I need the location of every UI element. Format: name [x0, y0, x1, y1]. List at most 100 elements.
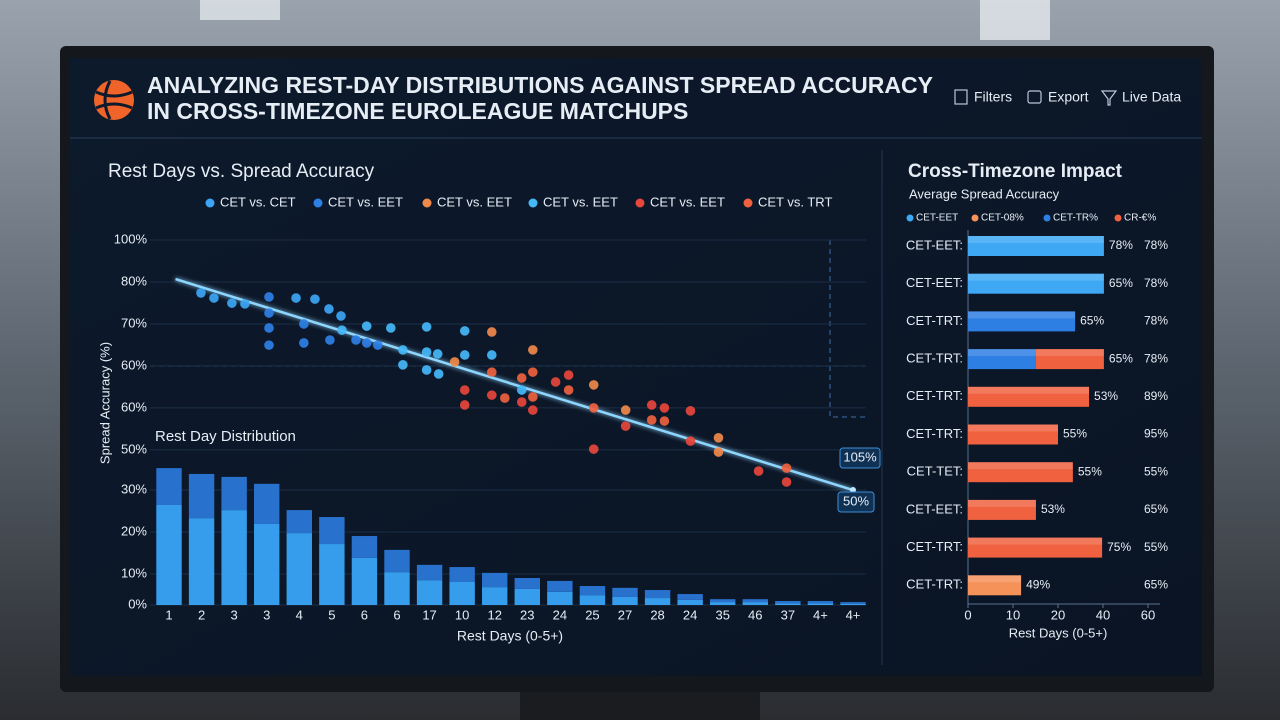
- scatter-point: [324, 304, 334, 314]
- bar-label: 55%: [1063, 427, 1087, 441]
- bar-segment: [319, 517, 345, 545]
- x-tick-label: 20: [1051, 607, 1065, 622]
- bar-segment: [579, 595, 606, 605]
- legend-label: CET-08%: [981, 213, 1024, 224]
- bar-segment: [254, 523, 280, 605]
- bar-segment: [188, 518, 215, 605]
- x-tick-label: 40: [1096, 607, 1110, 622]
- bar-segment: [968, 424, 1058, 445]
- x-tick-label: 24: [683, 607, 697, 622]
- category-label: CET-EET:: [906, 501, 963, 516]
- bar-segment: [742, 602, 768, 605]
- button-label: Live Data: [1122, 89, 1181, 105]
- bar-segment: [775, 603, 801, 605]
- filters-icon: [954, 89, 968, 105]
- scatter-point: [264, 292, 274, 302]
- annotation-box: [839, 447, 881, 469]
- category-label: CET-EET:: [906, 275, 963, 290]
- x-tick-label: 60: [1141, 607, 1155, 622]
- category-label: CET-TRT:: [906, 351, 963, 366]
- bar-segment: [547, 591, 573, 605]
- bar-segment: [742, 599, 768, 603]
- scatter-point: [646, 400, 657, 410]
- bar-segment: [449, 582, 475, 605]
- export-button[interactable]: Export: [1027, 89, 1089, 105]
- scatter-point: [240, 299, 250, 309]
- scatter-point: [264, 323, 274, 333]
- scatter-point: [516, 373, 527, 383]
- logo: [94, 80, 134, 120]
- x-tick-label: 27: [618, 607, 632, 622]
- x-tick-label: 0: [964, 607, 971, 622]
- scatter-point: [421, 322, 432, 332]
- scatter-point: [459, 350, 470, 360]
- bar-segment: [807, 603, 834, 605]
- bar-label: 78%: [1109, 238, 1133, 252]
- legend-swatch: [743, 198, 753, 208]
- bar-segment: [644, 598, 671, 605]
- bar-label: 95%: [1144, 427, 1168, 441]
- title-line: ANALYZING REST-DAY DISTRIBUTIONS AGAINST…: [147, 72, 933, 98]
- bar-segment: [1035, 349, 1104, 370]
- legend-swatch: [313, 198, 323, 208]
- bar-label: 75%: [1107, 540, 1131, 554]
- bar-label: 53%: [1041, 502, 1065, 516]
- bar-label: 65%: [1109, 276, 1133, 290]
- scatter-point: [528, 367, 538, 377]
- scatter-point: [486, 390, 497, 400]
- bar-label: 55%: [1078, 464, 1102, 478]
- bar-segment: [710, 599, 736, 603]
- legend-swatch: [1043, 214, 1051, 222]
- bar-segment: [644, 590, 671, 599]
- x-tick-label: 3: [231, 607, 238, 622]
- bar-segment: [416, 580, 443, 605]
- legend-swatch: [635, 198, 645, 208]
- button-label: Filters: [974, 89, 1012, 105]
- scatter-point: [713, 433, 724, 443]
- bar-segment: [156, 468, 182, 505]
- bar-segment: [286, 510, 312, 534]
- legend-label: CR-€%: [1124, 213, 1156, 224]
- scatter-point: [459, 385, 470, 395]
- scatter-point: [528, 345, 538, 355]
- category-label: CET-TRT:: [906, 388, 963, 403]
- filters-button[interactable]: Filters: [954, 89, 1012, 105]
- scatter-point: [432, 349, 443, 359]
- bar-highlight: [968, 311, 1076, 319]
- bar-segment: [579, 586, 606, 596]
- category-label: CET-TET:: [907, 464, 963, 479]
- chart-subtitle: Average Spread Accuracy: [909, 186, 1060, 201]
- scatter-point: [528, 405, 538, 415]
- y-tick-label: 50%: [121, 441, 147, 456]
- trend-line: [175, 277, 854, 492]
- scatter-point: [685, 436, 696, 446]
- bar-segment: [968, 311, 1076, 332]
- title-line: IN CROSS-TIMEZONE EUROLEAGUE MATCHUPS: [147, 98, 688, 124]
- bar-segment: [482, 587, 508, 605]
- bar-label: 55%: [1144, 540, 1168, 554]
- legend-label: CET-TR%: [1053, 213, 1098, 224]
- guide-line: [829, 240, 866, 418]
- bar-highlight: [968, 424, 1058, 432]
- bar-highlight: [968, 349, 1036, 357]
- scatter-point: [398, 345, 408, 355]
- bar-label: 89%: [1144, 389, 1168, 403]
- bar-segment: [775, 600, 801, 604]
- legend-swatch: [971, 214, 979, 222]
- scatter-point: [620, 405, 631, 415]
- monitor-stand: [520, 692, 760, 720]
- scatter-point: [372, 340, 383, 350]
- bar-highlight: [968, 386, 1090, 394]
- legend-label: CET-EET: [916, 213, 958, 224]
- x-tick-label: 4: [296, 607, 303, 622]
- x-axis-label: Rest Days (0-5+): [457, 628, 563, 644]
- bar-segment: [677, 594, 703, 600]
- legend-label: CET vs. EET: [543, 194, 618, 209]
- bar-label: 53%: [1094, 389, 1118, 403]
- scatter-point: [781, 463, 792, 473]
- scatter-point: [325, 335, 335, 345]
- bar-segment: [384, 549, 410, 573]
- live-data-button[interactable]: Live Data: [1100, 89, 1181, 106]
- x-tick-label: 10: [1006, 607, 1020, 622]
- x-tick-label: 37: [781, 607, 795, 622]
